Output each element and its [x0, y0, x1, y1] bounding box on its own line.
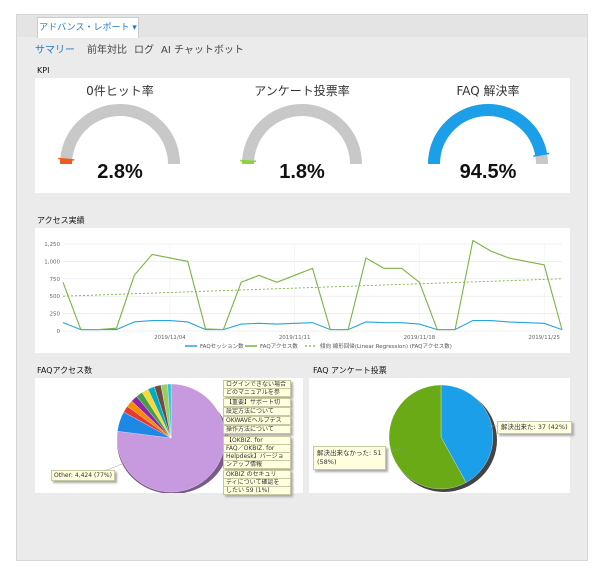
x-tick-label: 2019/11/25 — [528, 335, 560, 341]
tab-year-over-year[interactable]: 前年対比 — [87, 45, 127, 56]
unresolved-leader-line — [390, 447, 402, 453]
access-panel: 1,250 1,000 750 500 250 0 2019/11/04 2019/11/11… — [35, 228, 570, 353]
y-tick-label: 1,000 — [44, 259, 60, 265]
other-slice-callout: Other: 4,424 (77%) — [51, 470, 115, 481]
faq-access-slice-10[interactable] — [167, 383, 172, 439]
y-tick-label: 250 — [50, 312, 61, 318]
report-window: アドバンス・レポート ▾ サマリー 前年対比 ログ AI チャットボット KPI… — [16, 14, 588, 561]
resolved-callout: 解決出来た: 37 (42%) — [497, 421, 572, 434]
gauge-value-survey-vote: 1.8% — [279, 161, 325, 183]
gauge-title-faq-resolution: FAQ 解決率 — [456, 84, 520, 98]
faq-callout-4: OKWAVEヘルプデス — [223, 416, 291, 425]
unresolved-line-1: 解決出来なかった: 51 — [317, 449, 382, 457]
series-faq-sessions — [62, 320, 563, 331]
kpi-section-title: KPI — [37, 66, 50, 75]
legend-sessions-label: FAQセッション数 — [200, 342, 244, 350]
tab-summary[interactable]: サマリー — [35, 45, 75, 56]
faq-access-section-title: FAQアクセス数 — [37, 366, 93, 375]
gauge-marker-0 — [58, 157, 75, 161]
legend-access-label: FAQアクセス数 — [260, 342, 298, 350]
x-tick-label: 2019/11/18 — [404, 335, 436, 341]
top-tab-bar: アドバンス・レポート ▾ — [17, 15, 587, 38]
faq-survey-slice-0[interactable] — [440, 384, 494, 483]
gauge-marker-1 — [240, 159, 257, 163]
gauge-title-zero-hit: 0件ヒット率 — [86, 84, 154, 98]
gauge-track-0 — [60, 104, 180, 165]
kpi-gauges — [58, 104, 550, 165]
faq-survey-pie-chart — [388, 384, 499, 492]
faq-callout-2: 【重要】サポート切 — [223, 398, 291, 407]
advanced-report-tab[interactable]: アドバンス・レポート ▾ — [37, 17, 139, 38]
faq-survey-panel: 解決出来なかった: 51 (58%) 解決出来た: 37 (42%) — [309, 378, 572, 493]
faq-callout-5: 操作方法について — [223, 425, 291, 434]
unresolved-line-2: (58%) — [317, 458, 337, 466]
tab-ai-chatbot[interactable]: AI チャットボット — [161, 45, 244, 56]
gauge-value-zero-hit: 2.8% — [97, 161, 143, 183]
faq-callout-1: どのマニュアルを参 — [223, 388, 291, 397]
tab-log[interactable]: ログ — [134, 45, 154, 56]
chart-legend: FAQセッション数 FAQアクセス数 傾向 線形回帰(Linear Regres… — [185, 342, 452, 350]
faq-access-panel: Other: 4,424 (77%) ログインできない場合 どのマニュアルを参 【重… — [35, 378, 303, 495]
faq-access-pie-chart — [96, 383, 229, 494]
access-section-title: アクセス実績 — [37, 216, 85, 225]
x-tick-label: 2019/11/11 — [279, 335, 311, 341]
gauge-fill-2 — [428, 104, 548, 165]
series-trend-line — [62, 278, 563, 297]
access-line-chart: 1,250 1,000 750 500 250 0 2019/11/04 2019/11/11… — [44, 239, 563, 350]
gauge-value-faq-resolution: 94.5% — [459, 161, 517, 183]
sub-navigation: サマリー 前年対比 ログ AI チャットボット — [17, 37, 587, 57]
series-faq-access — [62, 239, 563, 331]
faq-survey-section-title: FAQ アンケート投票 — [313, 366, 387, 375]
faq-callout-3: 設定方法について — [223, 407, 291, 416]
faq-callout-12: したい 59 (1%) — [223, 486, 291, 495]
faq-survey-slice-1[interactable] — [388, 384, 467, 490]
gauge-marker-2 — [533, 152, 550, 157]
unresolved-callout: 解決出来なかった: 51 (58%) — [313, 446, 386, 470]
y-tick-label: 1,250 — [44, 242, 60, 248]
x-tick-label: 2019/11/04 — [154, 335, 186, 341]
gauge-track-1 — [242, 104, 362, 165]
gauge-title-survey-vote: アンケート投票率 — [254, 84, 350, 98]
faq-callout-9: ンアップ情報 — [223, 460, 291, 469]
y-tick-label: 0 — [57, 329, 61, 335]
kpi-panel: 0件ヒット率 アンケート投票率 FAQ 解決率 2.8% 1.8% 94.5% — [35, 78, 570, 193]
y-tick-label: 500 — [50, 294, 61, 300]
legend-trend-label: 傾向 線形回帰(Linear Regression) (FAQアクセス数) — [320, 342, 452, 350]
y-tick-label: 750 — [50, 277, 61, 283]
